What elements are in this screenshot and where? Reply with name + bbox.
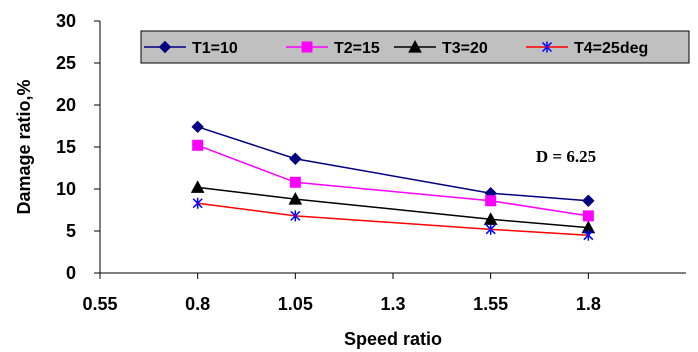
data-point (290, 210, 301, 222)
data-point (192, 139, 204, 151)
series-2 (192, 139, 594, 222)
series-line (197, 202, 589, 236)
x-tick-label: 1.05 (278, 294, 313, 314)
data-point (289, 176, 301, 188)
legend: T1=10 T2=15 T3=20 T4=25deg (140, 30, 690, 64)
legend-item-4: T4=25deg (526, 40, 648, 57)
x-tick-labels: 0.55 0.8 1.05 1.3 1.55 1.8 (82, 273, 601, 314)
series-3 (190, 180, 596, 234)
series-group (190, 120, 596, 241)
data-point (583, 229, 594, 241)
data-point (288, 192, 303, 205)
legend-marker (541, 41, 553, 53)
y-tick-label: 0 (66, 263, 76, 283)
x-tick-label: 1.55 (473, 294, 508, 314)
data-point (191, 120, 204, 134)
legend-item-3: T3=20 (394, 39, 488, 57)
data-point (192, 197, 203, 209)
legend-marker (158, 40, 172, 54)
legend-label: T1=10 (192, 40, 238, 57)
x-axis-title: Speed ratio (344, 329, 442, 349)
data-point (485, 195, 497, 207)
series-line (197, 126, 589, 202)
y-tick-label: 5 (66, 221, 76, 241)
data-point (190, 180, 205, 193)
legend-marker (408, 39, 422, 53)
legend-marker (301, 41, 313, 53)
series-line (197, 144, 589, 217)
data-point (289, 152, 302, 165)
legend-item-1: T1=10 (144, 40, 238, 57)
series-1 (191, 120, 595, 207)
y-tick-label: 20 (56, 95, 76, 115)
y-tick-label: 10 (56, 179, 76, 199)
data-point (582, 210, 594, 222)
x-tick-label: 0.55 (82, 294, 117, 314)
series-line (197, 186, 589, 229)
legend-label: T4=25deg (574, 40, 648, 57)
y-tick-labels: 0 5 10 15 20 25 30 (56, 11, 100, 283)
y-tick-label: 15 (56, 137, 76, 157)
annotation-d-value: D = 6.25 (536, 147, 596, 166)
series-4 (192, 197, 594, 241)
legend-label: T3=20 (442, 40, 488, 57)
data-point (582, 194, 595, 207)
x-tick-label: 0.8 (185, 294, 210, 314)
y-tick-label: 30 (56, 11, 76, 31)
x-tick-label: 1.8 (576, 294, 601, 314)
legend-item-2: T2=15 (286, 40, 380, 57)
data-point (485, 223, 496, 235)
legend-label: T2=15 (334, 40, 380, 57)
x-tick-label: 1.3 (380, 294, 405, 314)
y-tick-label: 25 (56, 53, 76, 73)
y-axis-title: Damage ratio,% (14, 79, 34, 214)
